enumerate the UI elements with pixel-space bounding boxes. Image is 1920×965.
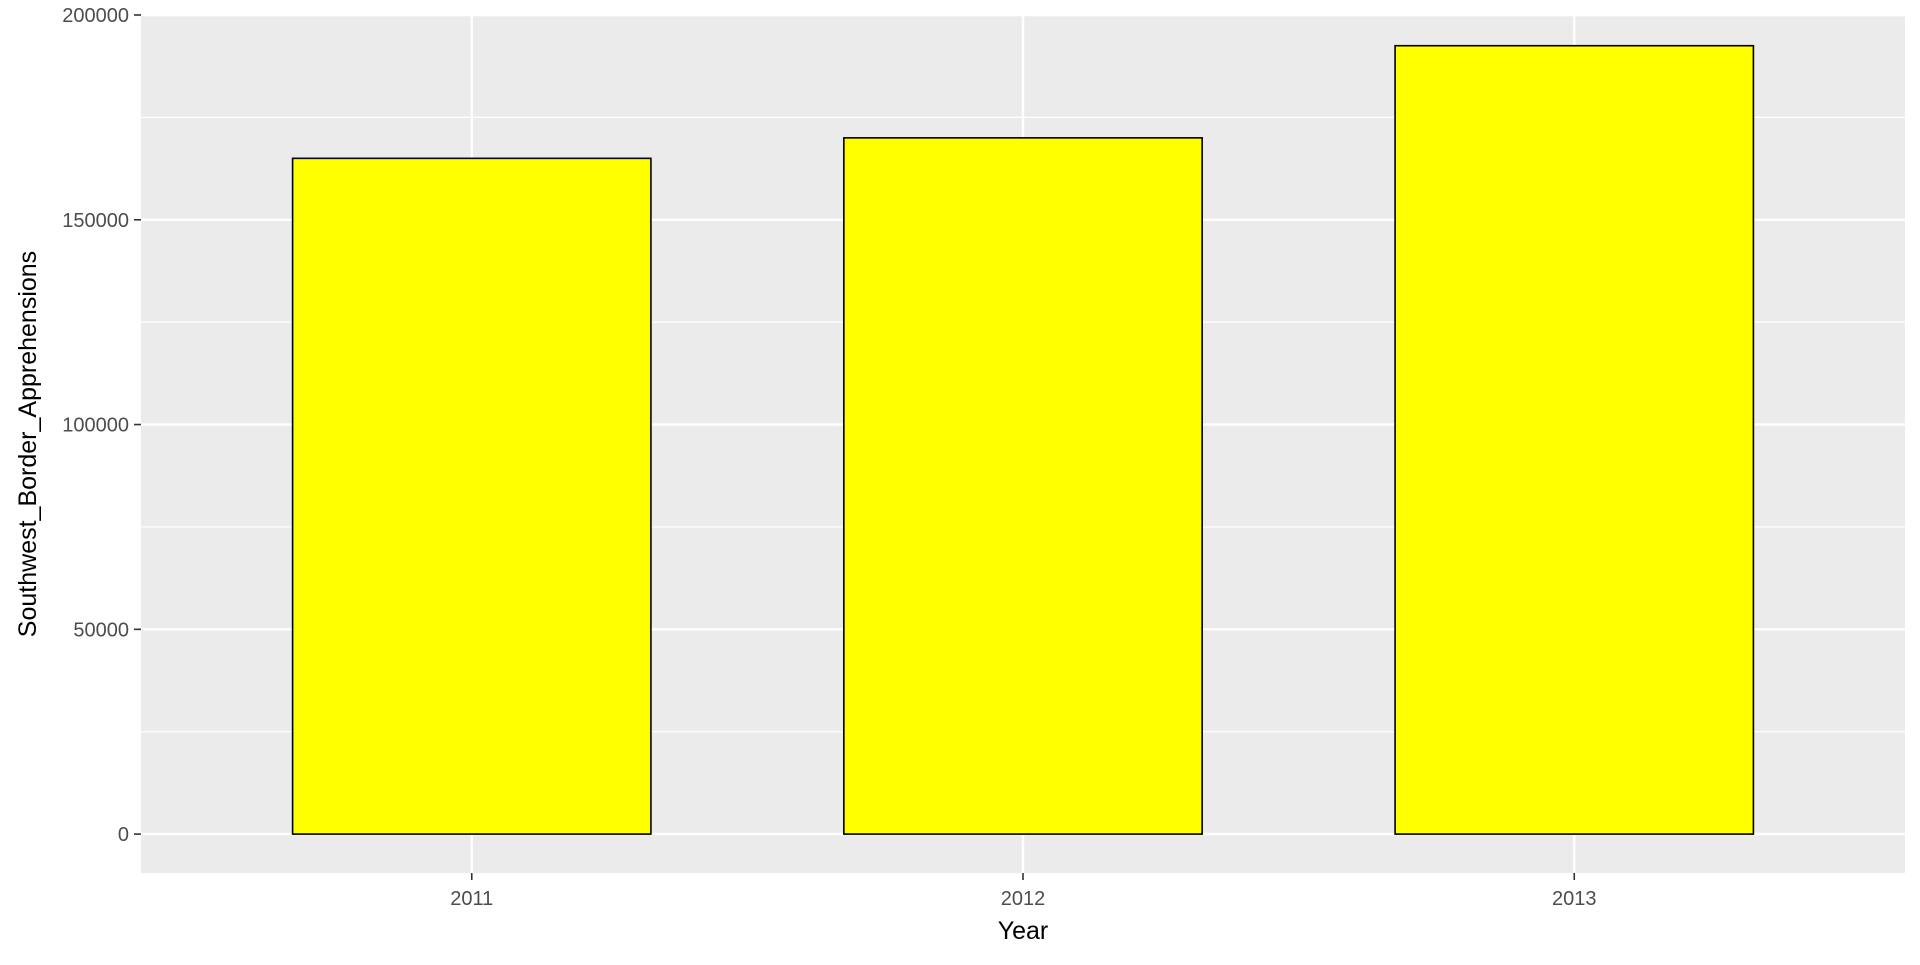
y-tick-label: 150000 [62,210,129,232]
x-axis: 2011 2012 2013 [450,873,1597,910]
y-tick-label: 0 [118,824,129,846]
x-tick-label: 2012 [1001,888,1046,910]
bar-series [291,44,1755,835]
y-axis: 0 50000 100000 150000 200000 [62,5,141,846]
x-tick-label: 2011 [450,888,493,910]
x-tick-label: 2013 [1552,888,1597,910]
x-axis-title: Year [998,917,1049,945]
y-tick-label: 100000 [62,415,129,437]
bar-2012 [843,137,1203,835]
y-axis-title: Southwest_Border_Apprehensions [14,251,42,637]
bar-2011 [291,157,652,835]
bar-2013 [1394,44,1755,835]
y-tick-label: 200000 [62,5,129,27]
y-tick-label: 50000 [73,619,129,641]
